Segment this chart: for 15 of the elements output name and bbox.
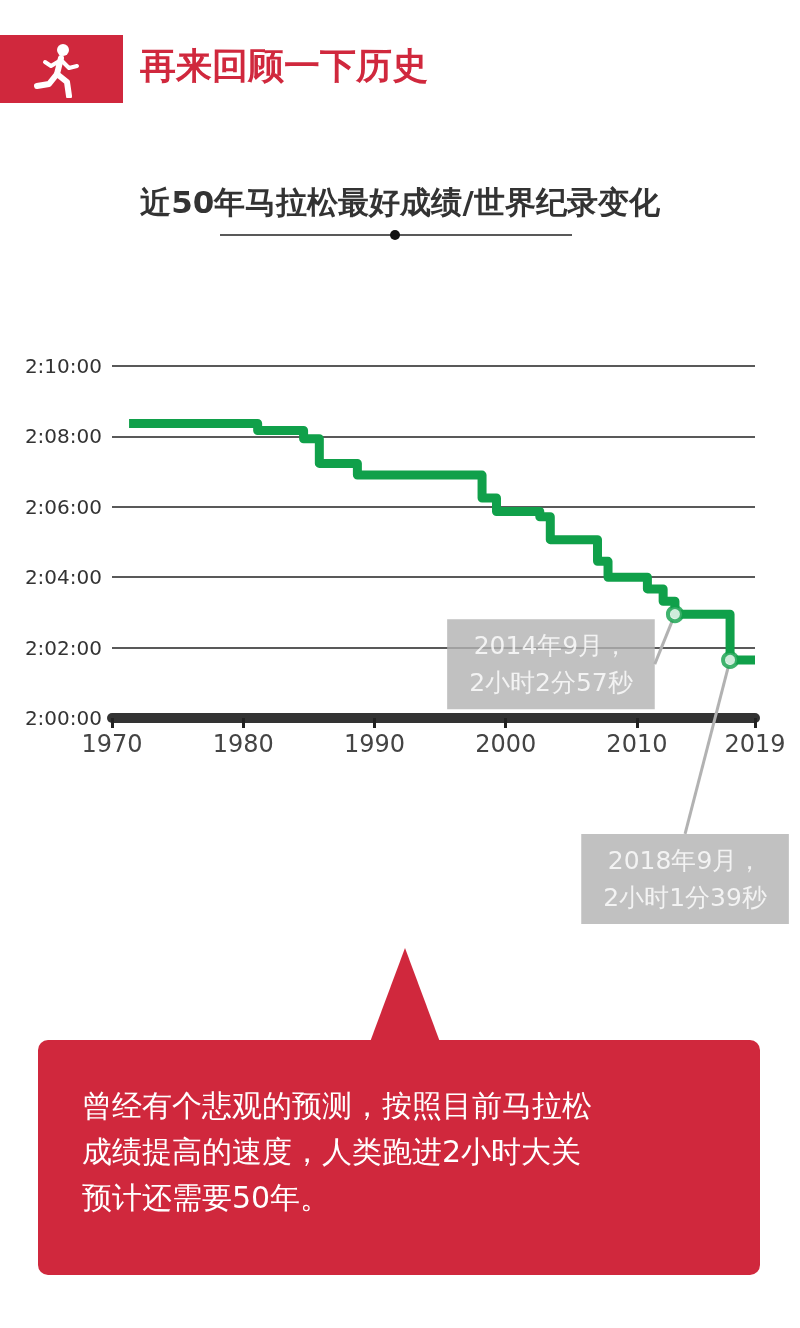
x-tick-label: 1990 bbox=[343, 730, 405, 758]
text: 曾经有个悲观的预测，按照目前马拉松成绩提高的速度，人类跑进2小时大关预计还需要50年。 bbox=[82, 1087, 593, 1217]
y-tick-label: 2:00:00 bbox=[24, 706, 102, 730]
y-tick-label: 2:02:00 bbox=[24, 635, 102, 660]
x-tick-label: 2000 bbox=[475, 730, 537, 758]
x-tick-label: 1980 bbox=[212, 730, 274, 758]
chart-title: 近50年马拉松最好成绩/世界纪录变化 bbox=[139, 183, 661, 222]
x-tick-label: 1970 bbox=[81, 730, 143, 758]
y-tick-label: 2:06:00 bbox=[24, 494, 102, 519]
y-tick-label: 2:10:00 bbox=[24, 354, 102, 378]
text: 再来回顾一下历史 bbox=[140, 44, 428, 88]
x-tick-label: 2010 bbox=[606, 730, 668, 758]
y-tick-label: 2:04:00 bbox=[24, 565, 102, 590]
x-tick-label: 2019 bbox=[724, 730, 786, 758]
y-tick-label: 2:08:00 bbox=[24, 424, 102, 449]
